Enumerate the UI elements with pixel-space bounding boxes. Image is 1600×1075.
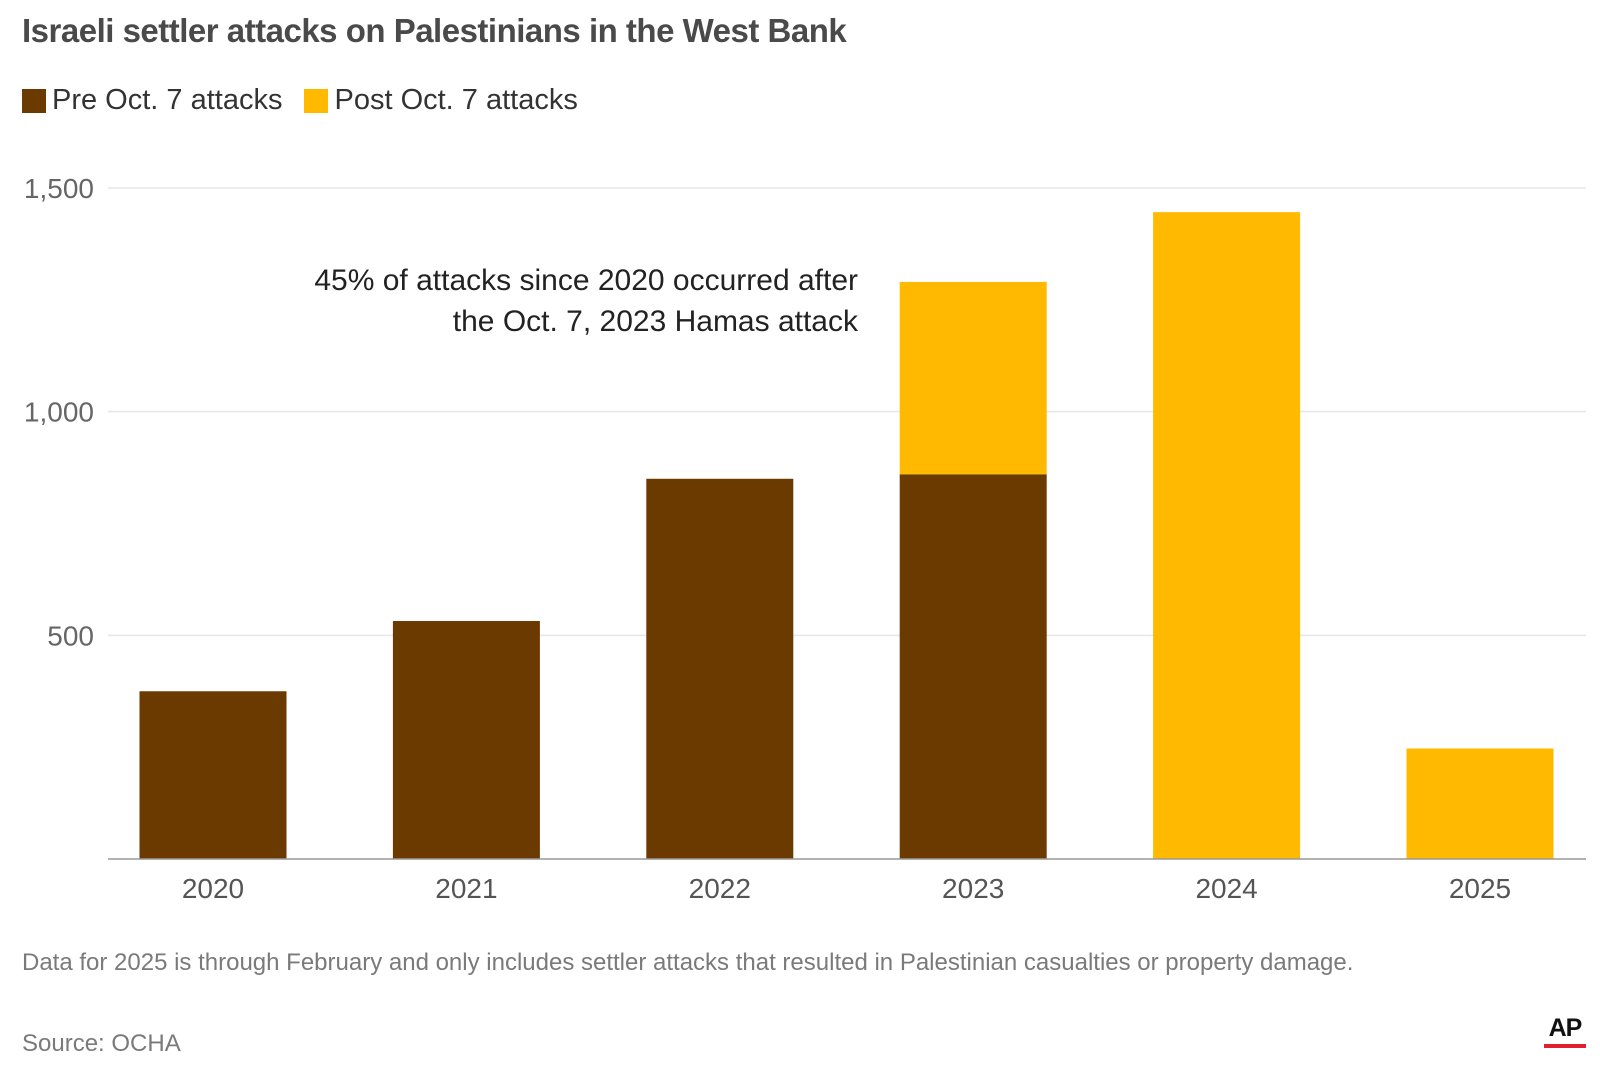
- bars: [139, 212, 1554, 859]
- source-note: Source: OCHA: [22, 1030, 181, 1057]
- legend-label-pre: Pre Oct. 7 attacks: [52, 84, 283, 116]
- bar-2023-post: [899, 281, 1047, 475]
- bar-2024-post: [1153, 212, 1301, 859]
- ap-logo: AP: [1544, 1014, 1586, 1048]
- x-tick-label: 2022: [689, 873, 751, 904]
- ap-logo-text: AP: [1548, 1014, 1583, 1042]
- x-tick-label: 2023: [942, 873, 1004, 904]
- y-tick-label: 500: [47, 620, 94, 651]
- bar-2022-pre: [646, 478, 794, 859]
- footnote: Data for 2025 is through February and on…: [22, 949, 1354, 976]
- legend-swatch-post: [304, 88, 329, 113]
- chart-title: Israeli settler attacks on Palestinians …: [22, 12, 847, 49]
- x-tick-label: 2021: [435, 873, 497, 904]
- y-tick-label: 1,000: [24, 397, 94, 428]
- y-tick-label: 1,500: [24, 173, 94, 204]
- annotation-line-1: 45% of attacks since 2020 occurred after: [314, 264, 858, 297]
- x-tick-label: 2025: [1449, 873, 1511, 904]
- legend-swatch-pre: [22, 88, 46, 113]
- bar-2023-pre: [899, 474, 1047, 859]
- x-tick-label: 2024: [1195, 873, 1257, 904]
- legend-item-post: Post Oct. 7 attacks: [304, 84, 578, 117]
- bar-chart: 500 1,000 1,500 2020 2021 2022 2023 2024 2025 4…: [24, 173, 1586, 904]
- x-axis-tick-labels: 2020 2021 2022 2023 2024 2025: [182, 873, 1511, 904]
- chart-legend: Pre Oct. 7 attacks Post Oct. 7 attacks: [22, 84, 600, 117]
- legend-item-pre: Pre Oct. 7 attacks: [22, 84, 282, 117]
- x-tick-label: 2020: [182, 873, 244, 904]
- gridlines: [108, 187, 1586, 637]
- annotation-line-2: the Oct. 7, 2023 Hamas attack: [453, 305, 859, 338]
- legend-label-post: Post Oct. 7 attacks: [334, 84, 578, 116]
- bar-2025-post: [1406, 748, 1554, 859]
- bar-2021-pre: [392, 621, 540, 859]
- bar-2020-pre: [139, 691, 287, 859]
- y-axis-tick-labels: 500 1,000 1,500: [24, 173, 94, 651]
- ap-logo-underline: [1544, 1044, 1586, 1048]
